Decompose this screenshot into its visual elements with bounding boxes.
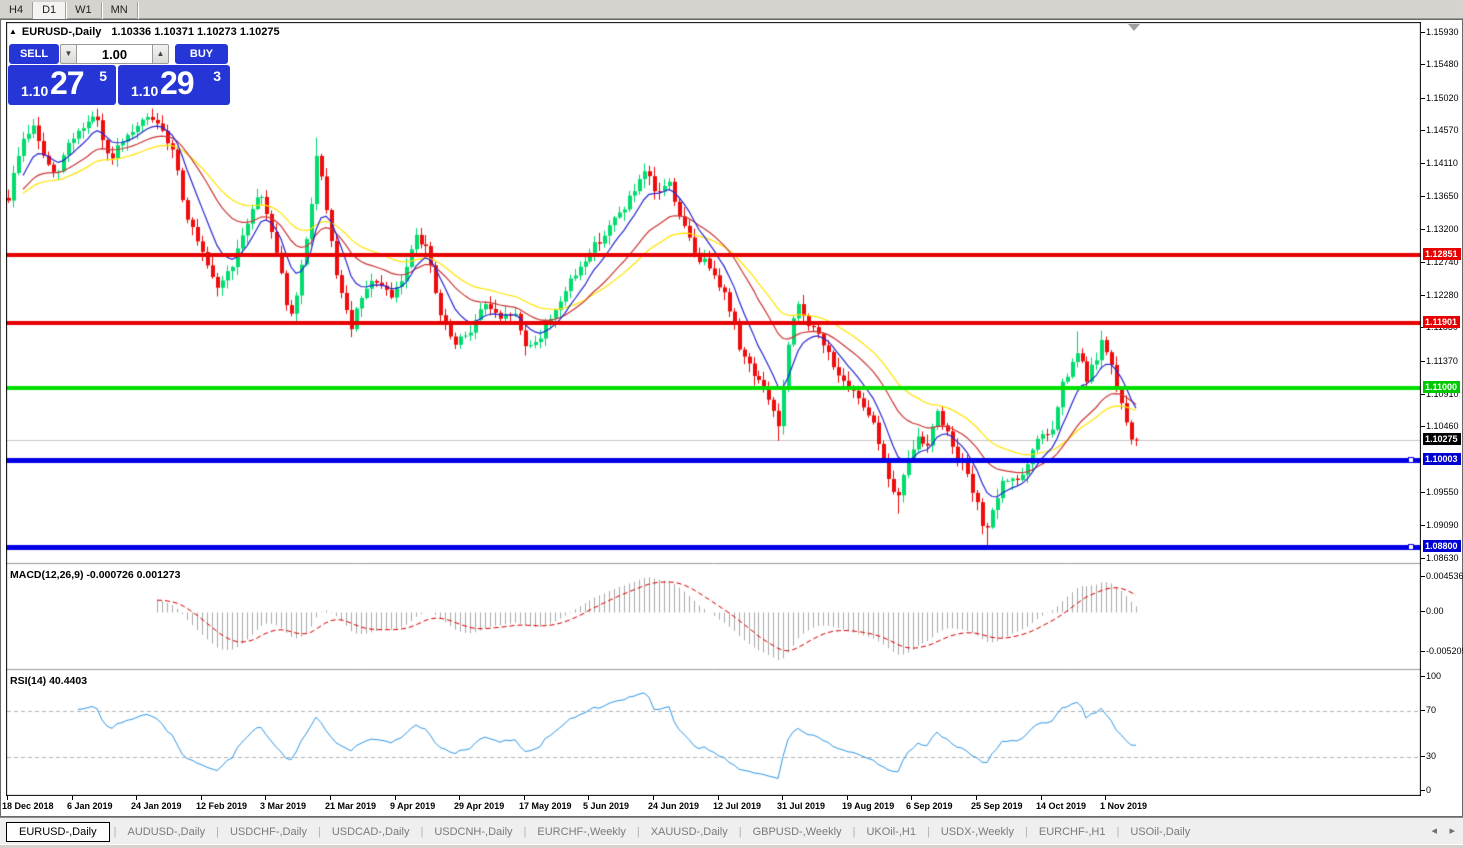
chart-tab-bar: EURUSD-,Daily | AUDUSD-,Daily | USDCHF-,Dail… <box>0 817 1463 845</box>
sell-price-box[interactable]: 1.10 27 5 <box>8 65 116 105</box>
sell-price-pipette: 5 <box>99 68 107 84</box>
volume-decrease-button[interactable]: ▼ <box>60 44 77 64</box>
timeframe-button-w1[interactable]: W1 <box>66 2 102 19</box>
one-click-trade-panel: SELL ▼ ▲ BUY 1.10 27 5 1.10 29 3 <box>8 43 230 106</box>
collapse-triangle-icon[interactable]: ▲ <box>9 27 17 36</box>
tab-separator: | <box>317 825 321 838</box>
tab-usdcnh-daily[interactable]: USDCNH-,Daily <box>434 825 513 838</box>
triangle-down-icon: ▼ <box>64 49 73 58</box>
buy-price-big-digits: 29 <box>160 65 195 101</box>
tab-usdcad-daily[interactable]: USDCAD-,Daily <box>331 825 410 838</box>
chart-tabs: EURUSD-,Daily | AUDUSD-,Daily | USDCHF-,Dail… <box>6 818 1201 845</box>
buy-button[interactable]: BUY <box>175 44 228 64</box>
tab-ukoil-h1[interactable]: UKOil-,H1 <box>866 825 916 838</box>
timeframe-button-mn[interactable]: MN <box>102 2 138 19</box>
tab-separator: | <box>738 825 742 838</box>
macd-indicator-label: MACD(12,26,9) -0.000726 0.001273 <box>10 569 181 581</box>
scroll-position-triangle-icon[interactable] <box>1128 24 1140 31</box>
tab-separator: | <box>113 825 117 838</box>
tab-usdx-weekly[interactable]: USDX-,Weekly <box>940 825 1014 838</box>
tab-audusd-daily[interactable]: AUDUSD-,Daily <box>127 825 206 838</box>
buy-price-prefix: 1.10 <box>131 83 159 99</box>
sell-button[interactable]: SELL <box>9 44 59 64</box>
tab-separator: | <box>216 825 219 838</box>
tab-separator: | <box>420 825 424 838</box>
sell-price-big-digits: 27 <box>50 65 85 101</box>
tab-gbpusd-weekly[interactable]: GBPUSD-,Weekly <box>752 825 842 838</box>
tab-separator: | <box>636 825 640 838</box>
tab-scroll-right-button[interactable]: ▸ <box>1449 825 1455 837</box>
timeframe-button-h4[interactable]: H4 <box>0 2 34 19</box>
tab-eurusd-daily[interactable]: EURUSD-,Daily <box>6 821 110 842</box>
tab-eurchf-weekly[interactable]: EURCHF-,Weekly <box>537 825 626 838</box>
tab-separator: | <box>523 825 527 838</box>
price-chart-canvas[interactable] <box>6 22 1421 796</box>
status-strip <box>0 844 1463 848</box>
tab-usoil-daily[interactable]: USOil-,Daily <box>1130 825 1191 838</box>
timeframe-button-group: H4 D1 W1 MN <box>0 0 1463 19</box>
tab-separator: | <box>852 825 856 838</box>
sell-price-prefix: 1.10 <box>21 83 49 99</box>
tab-usdchf-daily[interactable]: USDCHF-,Daily <box>229 825 307 838</box>
buy-price-box[interactable]: 1.10 29 3 <box>118 65 230 105</box>
tab-scroll-left-button[interactable]: ◂ <box>1431 825 1437 837</box>
ohlc-values: 1.10336 1.10371 1.10273 1.10275 <box>111 26 280 38</box>
rsi-indicator-label: RSI(14) 40.4403 <box>10 675 88 687</box>
buy-price-pipette: 3 <box>213 68 221 84</box>
tab-separator: | <box>1025 825 1028 838</box>
chart-window: ▲ EURUSD-,Daily 1.10336 1.10371 1.10273 1.… <box>0 19 1463 817</box>
symbol-period-label: EURUSD-,Daily <box>21 26 102 38</box>
timeframe-button-d1[interactable]: D1 <box>33 2 67 19</box>
tab-xauusd-daily[interactable]: XAUUSD-,Daily <box>650 825 728 838</box>
tab-separator: | <box>926 825 930 838</box>
tab-eurchf-h1[interactable]: EURCHF-,H1 <box>1038 825 1106 838</box>
triangle-up-icon: ▲ <box>156 49 165 58</box>
volume-increase-button[interactable]: ▲ <box>152 44 169 64</box>
chart-title-row: ▲ EURUSD-,Daily 1.10336 1.10371 1.10273 1.… <box>9 26 280 38</box>
tab-separator: | <box>1116 825 1120 838</box>
timeframe-toolbar: H4 D1 W1 MN <box>0 0 1463 19</box>
volume-input[interactable] <box>77 44 152 64</box>
